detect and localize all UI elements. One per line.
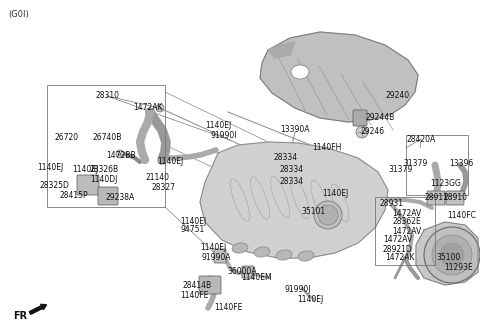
Text: 1140EJ: 1140EJ (72, 166, 98, 174)
Text: 36000A: 36000A (227, 266, 257, 276)
Circle shape (432, 235, 472, 275)
Ellipse shape (232, 243, 248, 253)
Text: 91990A: 91990A (201, 253, 231, 261)
Circle shape (156, 104, 164, 112)
FancyArrow shape (29, 304, 47, 314)
Text: 13390A: 13390A (280, 126, 310, 134)
Bar (406, 135, 468, 195)
Text: 28327: 28327 (151, 183, 175, 193)
Text: 91990I: 91990I (211, 131, 237, 139)
Text: 1140EJ: 1140EJ (200, 243, 226, 253)
FancyBboxPatch shape (353, 110, 367, 126)
Text: 1140EJ: 1140EJ (205, 121, 231, 131)
Text: 1140FH: 1140FH (312, 142, 342, 152)
Text: 91990J: 91990J (285, 285, 311, 295)
FancyBboxPatch shape (427, 191, 445, 205)
Text: 21140: 21140 (145, 174, 169, 182)
Circle shape (318, 205, 338, 225)
Text: FR: FR (13, 311, 27, 321)
Text: 1123GG: 1123GG (431, 179, 461, 189)
Text: 13396: 13396 (449, 158, 473, 168)
Text: 94751: 94751 (181, 226, 205, 235)
Circle shape (424, 227, 480, 283)
Circle shape (314, 201, 342, 229)
Text: 26720: 26720 (55, 133, 79, 142)
Text: 28310: 28310 (95, 92, 119, 100)
Text: 28334: 28334 (280, 166, 304, 174)
Circle shape (116, 150, 124, 158)
Text: 28362E: 28362E (393, 217, 421, 227)
Text: 28326B: 28326B (89, 166, 119, 174)
Text: 29238A: 29238A (106, 194, 134, 202)
Text: 1472AV: 1472AV (392, 209, 421, 217)
Text: 1140EJ: 1140EJ (297, 295, 323, 303)
Text: 1140EM: 1140EM (242, 274, 272, 282)
FancyBboxPatch shape (199, 276, 221, 294)
Text: 1472AV: 1472AV (392, 227, 421, 236)
Text: 1472BB: 1472BB (106, 151, 136, 159)
Text: 29246: 29246 (361, 127, 385, 135)
Text: 28414B: 28414B (182, 281, 212, 291)
FancyBboxPatch shape (77, 175, 99, 195)
Text: 31379: 31379 (389, 165, 413, 174)
Text: 35101: 35101 (301, 208, 325, 216)
Polygon shape (260, 32, 418, 122)
Text: 35100: 35100 (437, 254, 461, 262)
Text: 1472AK: 1472AK (385, 254, 415, 262)
Bar (375, 197, 435, 265)
Polygon shape (200, 142, 388, 258)
FancyBboxPatch shape (446, 191, 464, 205)
Text: 28415P: 28415P (60, 192, 88, 200)
Text: 28931: 28931 (380, 198, 404, 208)
Bar (47, 85, 165, 207)
Text: 26740B: 26740B (92, 133, 122, 142)
Ellipse shape (298, 251, 314, 261)
Text: 28325D: 28325D (39, 181, 69, 191)
Text: 28420A: 28420A (407, 134, 436, 144)
Text: 28921D: 28921D (382, 244, 412, 254)
Text: 1140FC: 1140FC (447, 212, 477, 220)
Ellipse shape (291, 65, 309, 79)
Text: 1140EJ: 1140EJ (157, 156, 183, 166)
Ellipse shape (276, 250, 292, 260)
Text: 28911: 28911 (424, 193, 448, 201)
Text: 11293E: 11293E (444, 262, 473, 272)
Text: 29240: 29240 (386, 91, 410, 99)
Text: (G0I): (G0I) (8, 10, 29, 19)
Circle shape (440, 243, 464, 267)
Polygon shape (268, 42, 295, 58)
FancyBboxPatch shape (242, 266, 254, 278)
Text: 1140FE: 1140FE (214, 302, 242, 312)
Text: 1472AV: 1472AV (384, 236, 413, 244)
Text: 1140EJ: 1140EJ (37, 163, 63, 173)
Text: 28334: 28334 (280, 177, 304, 187)
Text: 1140FE: 1140FE (180, 292, 208, 300)
Ellipse shape (254, 247, 270, 257)
FancyBboxPatch shape (98, 187, 118, 205)
Text: 1140DJ: 1140DJ (90, 175, 118, 184)
Text: 28334: 28334 (274, 153, 298, 161)
Text: 1140EJ: 1140EJ (180, 216, 206, 226)
Polygon shape (416, 222, 478, 285)
Text: 29244B: 29244B (365, 113, 395, 121)
Text: 28910: 28910 (443, 193, 467, 201)
FancyBboxPatch shape (214, 249, 226, 263)
Text: 31379: 31379 (404, 158, 428, 168)
Text: 1140EJ: 1140EJ (322, 189, 348, 197)
Text: 1472AK: 1472AK (133, 104, 163, 113)
Circle shape (356, 126, 368, 138)
